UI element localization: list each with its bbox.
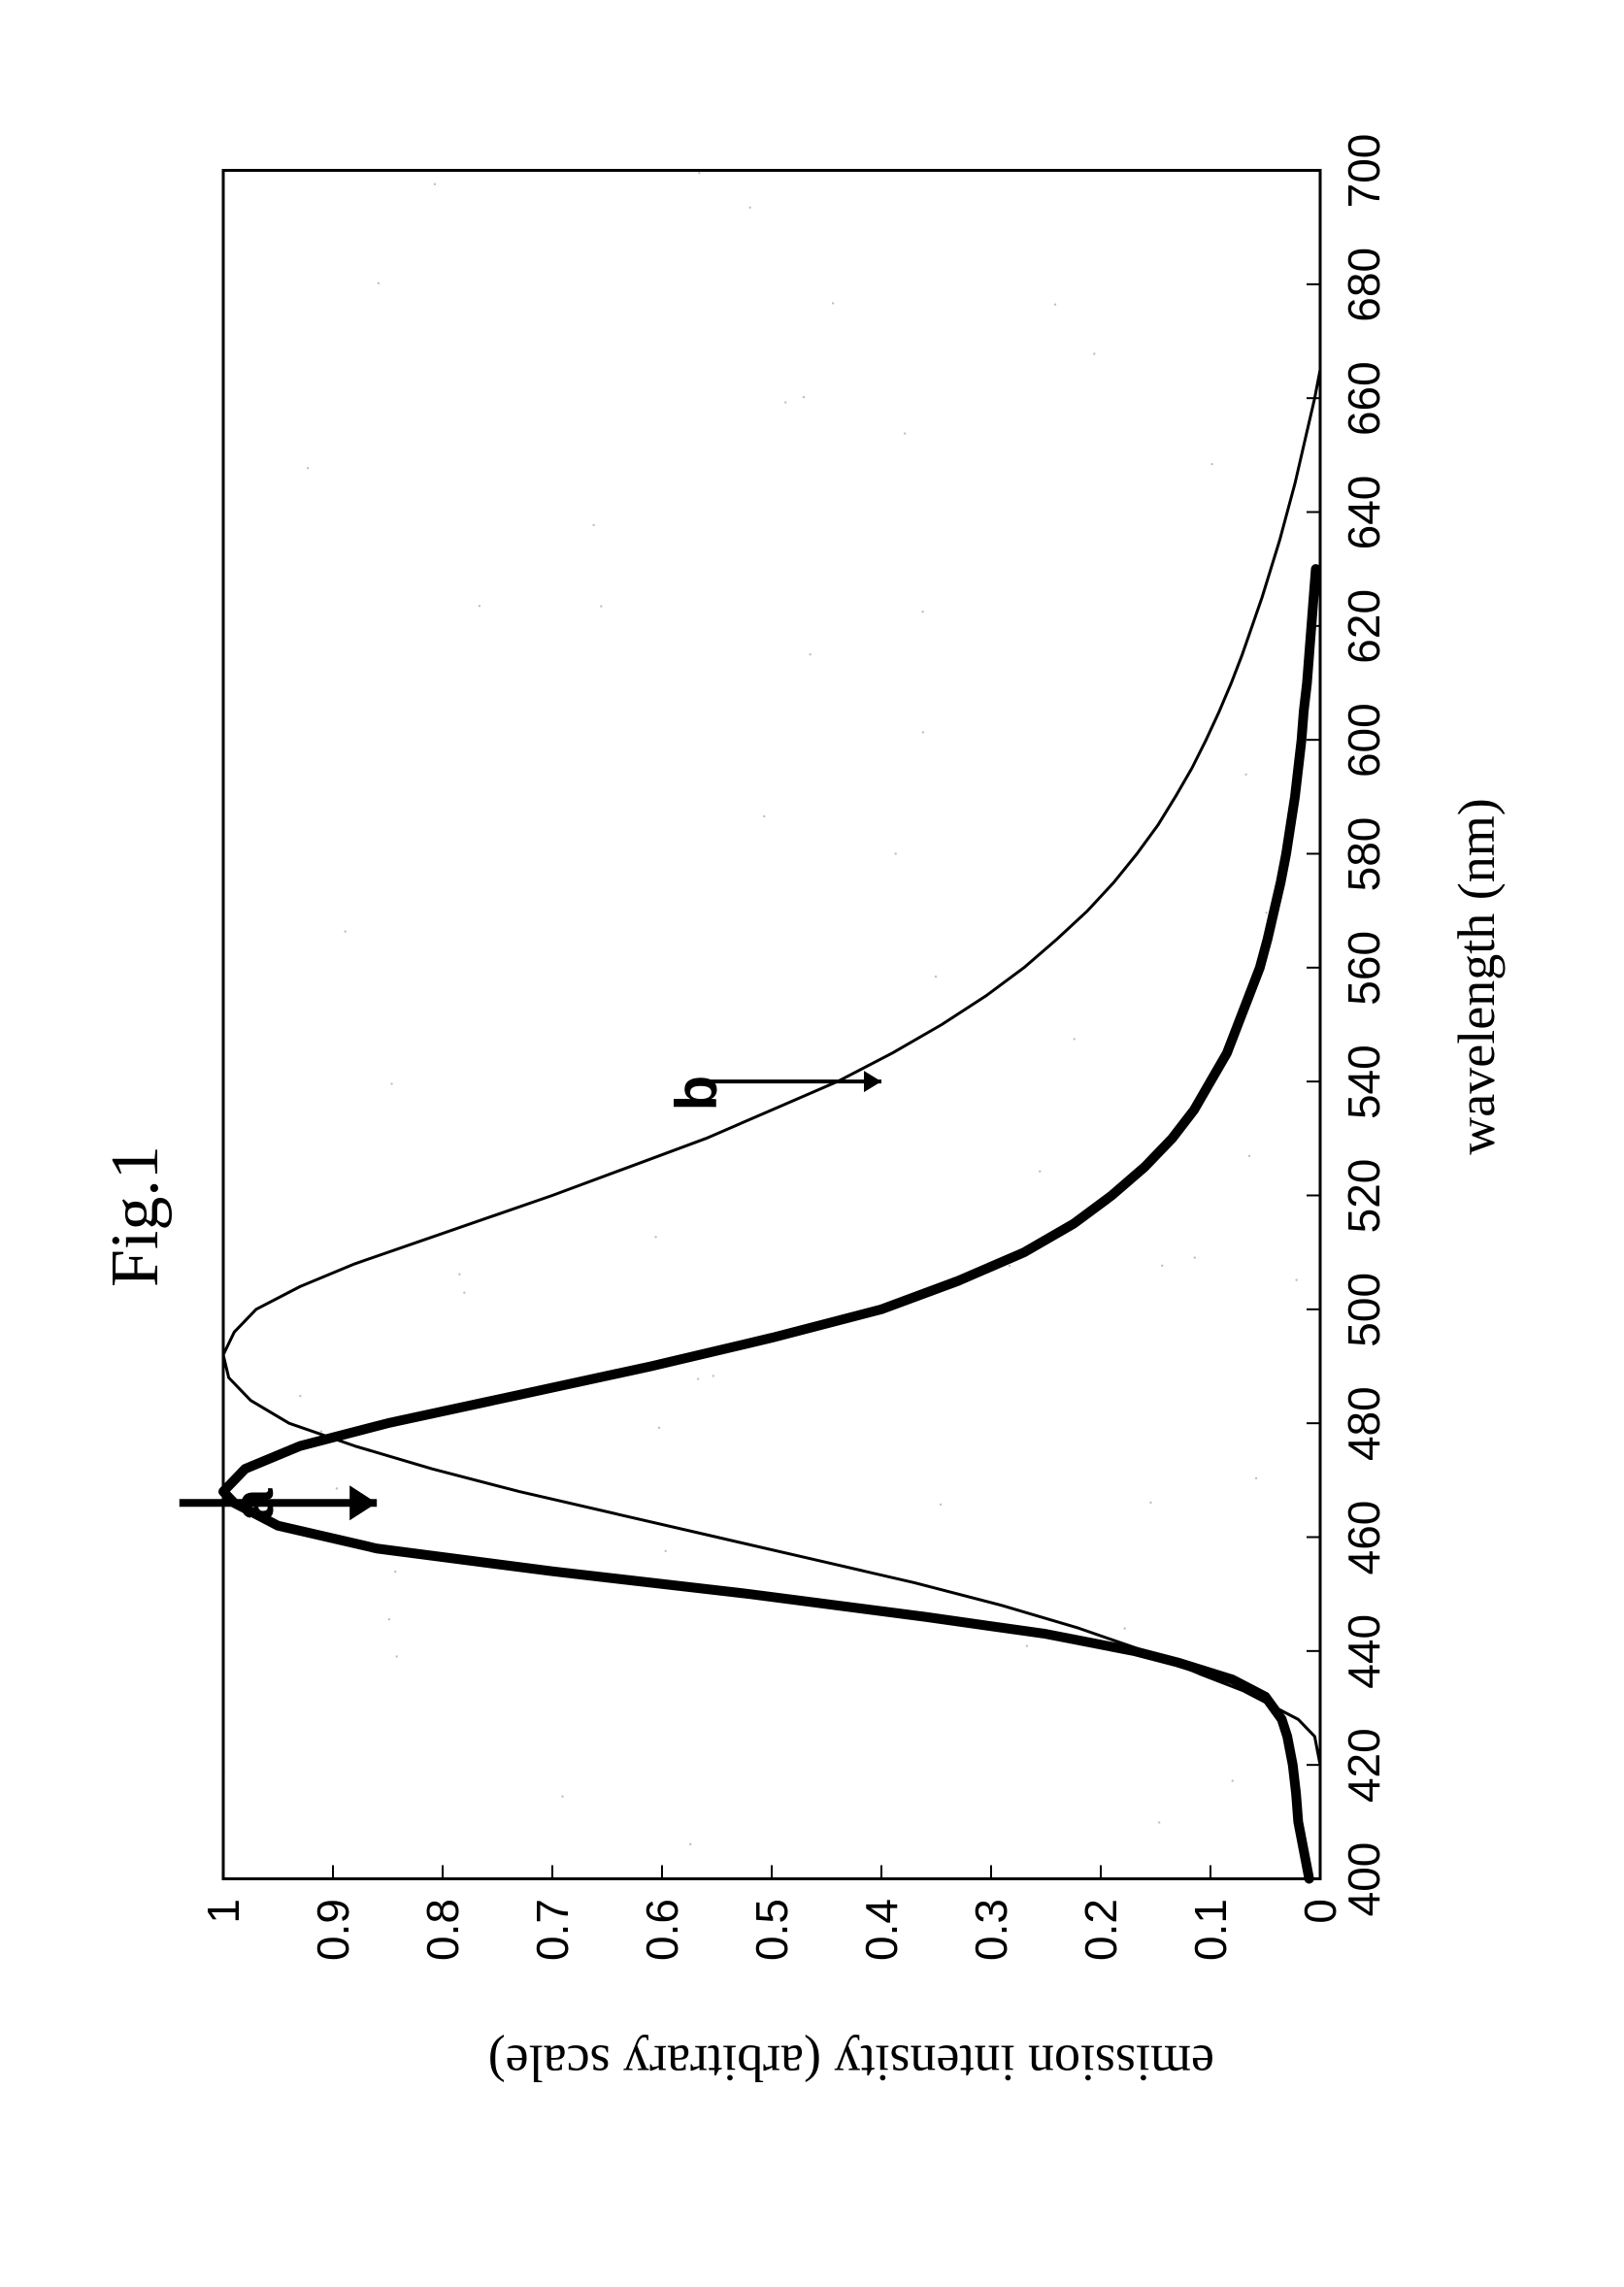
x-tick-540: 540 bbox=[1338, 1044, 1390, 1119]
x-axis-label: wavelength (nm) bbox=[1446, 685, 1507, 1268]
series-label-a: a bbox=[219, 1488, 286, 1520]
x-tick-620: 620 bbox=[1338, 589, 1390, 664]
x-tick-600: 600 bbox=[1338, 703, 1390, 778]
y-axis-label: emission intensity (arbitrary scale) bbox=[341, 2034, 1214, 2094]
x-tick-520: 520 bbox=[1338, 1159, 1390, 1234]
x-tick-660: 660 bbox=[1338, 361, 1390, 436]
x-tick-640: 640 bbox=[1338, 476, 1390, 550]
x-tick-500: 500 bbox=[1338, 1273, 1390, 1347]
y-tick-1: 1 bbox=[197, 1899, 249, 1986]
y-tick-0.8: 0.8 bbox=[416, 1899, 469, 1986]
x-tick-580: 580 bbox=[1338, 817, 1390, 892]
x-tick-420: 420 bbox=[1338, 1728, 1390, 1803]
x-tick-700: 700 bbox=[1338, 134, 1390, 209]
x-tick-480: 480 bbox=[1338, 1386, 1390, 1461]
chart-container: Fig.1 4004204404604805005205405605806006… bbox=[0, 0, 1624, 2287]
x-tick-560: 560 bbox=[1338, 931, 1390, 1006]
x-tick-440: 440 bbox=[1338, 1614, 1390, 1689]
rotated-stage: Fig.1 4004204404604805005205405605806006… bbox=[0, 332, 1624, 1956]
y-tick-0: 0 bbox=[1294, 1899, 1346, 1986]
series-a bbox=[223, 570, 1315, 1879]
y-tick-0.2: 0.2 bbox=[1075, 1899, 1127, 1986]
y-tick-0.7: 0.7 bbox=[526, 1899, 579, 1986]
x-tick-680: 680 bbox=[1338, 248, 1390, 322]
y-tick-0.5: 0.5 bbox=[746, 1899, 798, 1986]
x-tick-460: 460 bbox=[1338, 1501, 1390, 1575]
series-label-b: b bbox=[663, 1076, 730, 1111]
series-b bbox=[223, 370, 1320, 1765]
y-tick-0.1: 0.1 bbox=[1184, 1899, 1237, 1986]
y-tick-0.3: 0.3 bbox=[965, 1899, 1017, 1986]
y-tick-0.6: 0.6 bbox=[636, 1899, 688, 1986]
y-tick-0.4: 0.4 bbox=[855, 1899, 908, 1986]
y-tick-0.9: 0.9 bbox=[307, 1899, 359, 1986]
